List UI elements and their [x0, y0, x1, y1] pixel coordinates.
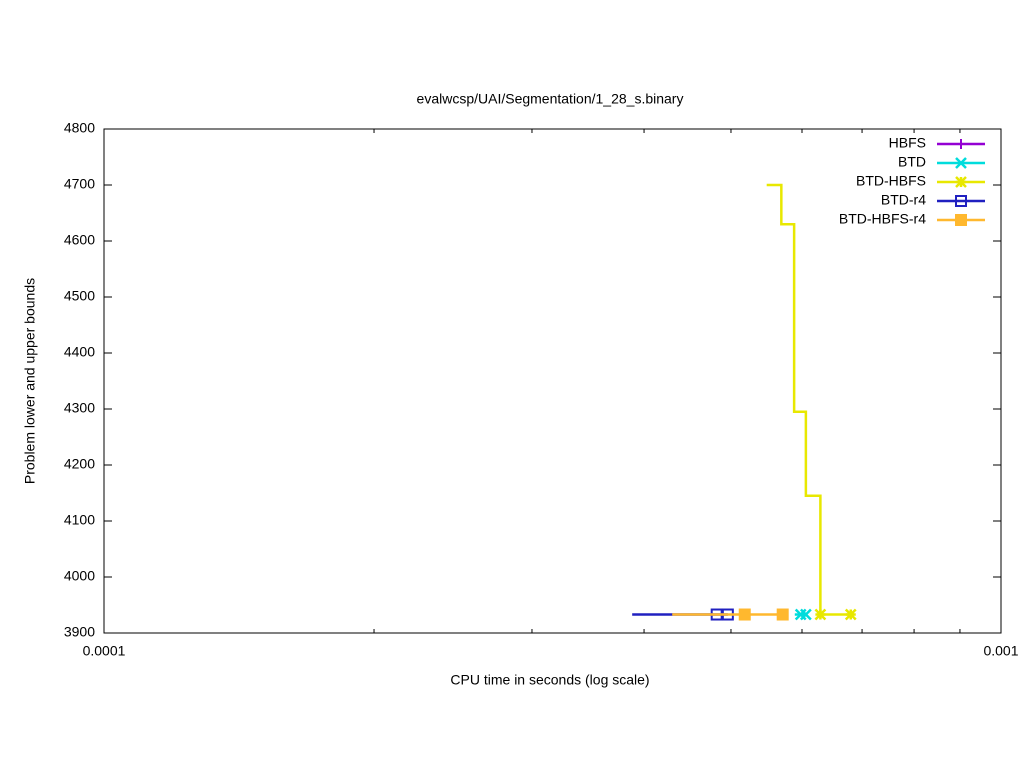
point [814, 608, 827, 621]
point [844, 608, 857, 621]
y-tick-label: 4500 [64, 288, 95, 304]
y-tick-label: 4300 [64, 400, 95, 416]
x-axis-label: CPU time in seconds (log scale) [450, 672, 649, 688]
x-tick-label: 0.001 [983, 643, 1018, 659]
y-axis-label: Problem lower and upper bounds [22, 278, 38, 484]
y-tick-label: 4200 [64, 456, 95, 472]
y-tick-label: 3900 [64, 624, 95, 640]
series-line [766, 183, 851, 616]
legend-point [955, 176, 967, 188]
x-tick-label: 0.0001 [83, 643, 126, 659]
legend-point [955, 195, 967, 207]
legend-point [955, 214, 967, 226]
legend-label: BTD-r4 [881, 192, 926, 208]
y-tick-label: 4600 [64, 232, 95, 248]
legend-point [955, 157, 967, 169]
point [738, 608, 751, 621]
legend-label: BTD-HBFS-r4 [839, 211, 926, 227]
y-tick-label: 4700 [64, 176, 95, 192]
point [799, 608, 812, 621]
legend-label: HBFS [889, 135, 926, 151]
plot-frame [103, 128, 1002, 634]
y-tick-label: 4400 [64, 344, 95, 360]
y-tick-label: 4100 [64, 512, 95, 528]
chart-title: evalwcsp/UAI/Segmentation/1_28_s.binary [417, 91, 684, 107]
legend-label: BTD-HBFS [856, 173, 926, 189]
legend-point [956, 139, 966, 149]
y-tick-label: 4800 [64, 120, 95, 136]
legend-label: BTD [898, 154, 926, 170]
point [776, 608, 789, 621]
y-tick-label: 4000 [64, 568, 95, 584]
